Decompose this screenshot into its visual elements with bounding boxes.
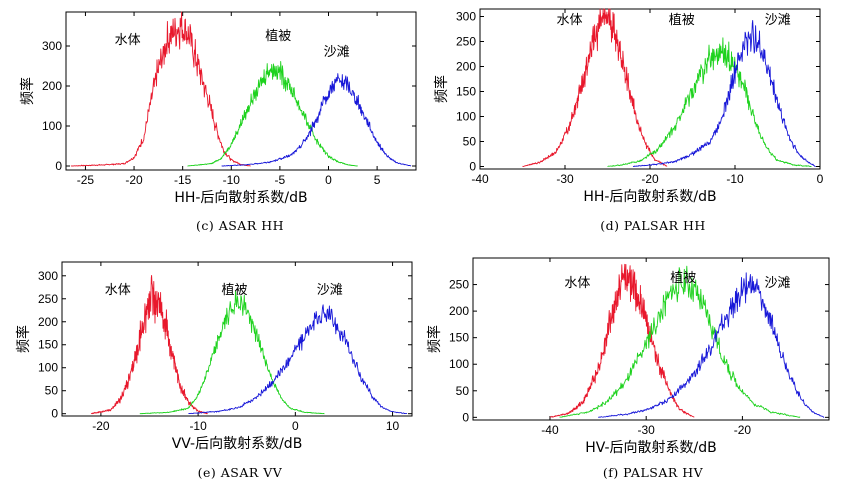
series-annotation-1: 植被 — [670, 271, 696, 286]
chart-panel-3: -40 -30 -20 0 50 100 150 200 250 水体 植被 沙滩 HV-后向散射系数/… — [426, 257, 830, 480]
series-annotation-1: 植被 — [221, 283, 247, 298]
chart-panel-1: -40 -30 -20 -10 0 0 50 100 150 200 250 300 水体 植被 沙滩 HH-… — [433, 8, 824, 233]
y-tick-label: 50 — [456, 384, 470, 398]
y-tick-label: 0 — [51, 407, 58, 421]
y-tick-label: 100 — [42, 119, 62, 133]
series-line-2 — [598, 272, 825, 418]
y-tick-label: 0 — [469, 160, 476, 174]
y-tick-label: 0 — [462, 410, 469, 424]
y-axis-label: 频率 — [19, 77, 36, 105]
x-axis-label: VV-后向散射系数/dB — [172, 436, 303, 452]
series-annotation-2: 沙滩 — [765, 13, 791, 28]
y-tick-label: 150 — [456, 85, 476, 99]
x-tick-label: 0 — [817, 172, 824, 186]
y-tick-label: 100 — [449, 357, 469, 371]
series-line-0 — [522, 8, 668, 167]
panel-caption: (c) ASAR HH — [196, 218, 284, 233]
series-line-2 — [221, 73, 412, 167]
series-annotation-2: 沙滩 — [324, 45, 350, 60]
y-axis-label: 频率 — [426, 325, 443, 353]
plot-frame — [472, 257, 830, 421]
y-tick-label: 0 — [55, 159, 62, 173]
series-annotation-2: 沙滩 — [765, 276, 791, 291]
plot-frame — [61, 261, 413, 417]
series-line-1 — [607, 37, 812, 167]
y-tick-label: 300 — [42, 39, 62, 53]
y-tick-label: 250 — [456, 35, 476, 49]
y-tick-label: 100 — [456, 110, 476, 124]
plot-frame — [479, 8, 821, 170]
x-tick-label: 5 — [374, 173, 381, 187]
series-annotation-0: 水体 — [115, 33, 141, 48]
y-tick-label: 150 — [449, 331, 469, 345]
x-tick-label: -30 — [638, 423, 656, 437]
x-tick-label: -25 — [77, 173, 95, 187]
series-line-0 — [90, 274, 208, 415]
series-annotation-1: 植被 — [265, 29, 291, 44]
y-tick-label: 300 — [38, 269, 58, 283]
series-line-0 — [549, 263, 695, 418]
x-tick-label: -10 — [726, 172, 744, 186]
y-tick-label: 50 — [45, 384, 59, 398]
x-tick-label: -20 — [734, 423, 752, 437]
series-line-2 — [188, 304, 408, 415]
x-tick-label: 0 — [325, 173, 332, 187]
x-tick-label: -30 — [556, 172, 574, 186]
x-tick-label: 0 — [292, 419, 299, 433]
x-tick-label: 10 — [386, 419, 400, 433]
series-line-2 — [632, 20, 816, 167]
x-axis-label: HV-后向散射系数/dB — [585, 440, 717, 456]
series-line-1 — [187, 61, 358, 167]
x-axis-label: HH-后向散射系数/dB — [583, 189, 716, 205]
y-tick-label: 150 — [38, 338, 58, 352]
x-tick-label: -40 — [471, 172, 489, 186]
series-annotation-0: 水体 — [557, 13, 583, 28]
series-annotation-0: 水体 — [105, 283, 131, 298]
y-axis-label: 频率 — [15, 325, 32, 353]
x-tick-label: -10 — [189, 419, 207, 433]
x-tick-label: -10 — [223, 173, 241, 187]
x-tick-label: -15 — [174, 173, 192, 187]
panel-caption: (e) ASAR VV — [198, 465, 283, 480]
panel-caption: (f) PALSAR HV — [603, 465, 704, 480]
y-tick-label: 50 — [463, 135, 477, 149]
plot-frame — [65, 11, 417, 171]
y-tick-label: 100 — [38, 361, 58, 375]
x-tick-label: -20 — [92, 419, 110, 433]
panel-caption: (d) PALSAR HH — [600, 218, 706, 233]
series-annotation-1: 植被 — [669, 13, 695, 28]
series-annotation-2: 沙滩 — [317, 283, 343, 298]
series-line-1 — [559, 265, 801, 418]
y-tick-label: 250 — [38, 292, 58, 306]
x-tick-label: -20 — [641, 172, 659, 186]
x-tick-label: -20 — [125, 173, 143, 187]
series-annotation-0: 水体 — [564, 276, 590, 291]
x-tick-label: -5 — [275, 173, 286, 187]
x-axis-label: HH-后向散射系数/dB — [174, 190, 307, 206]
y-tick-label: 300 — [456, 10, 476, 24]
y-tick-label: 200 — [38, 315, 58, 329]
y-tick-label: 200 — [42, 79, 62, 93]
y-tick-label: 200 — [456, 60, 476, 74]
series-line-0 — [70, 11, 251, 167]
series-line-1 — [139, 290, 325, 415]
y-axis-label: 频率 — [433, 75, 450, 103]
y-tick-label: 250 — [449, 278, 469, 292]
y-tick-label: 200 — [449, 304, 469, 318]
x-tick-label: -40 — [541, 423, 559, 437]
